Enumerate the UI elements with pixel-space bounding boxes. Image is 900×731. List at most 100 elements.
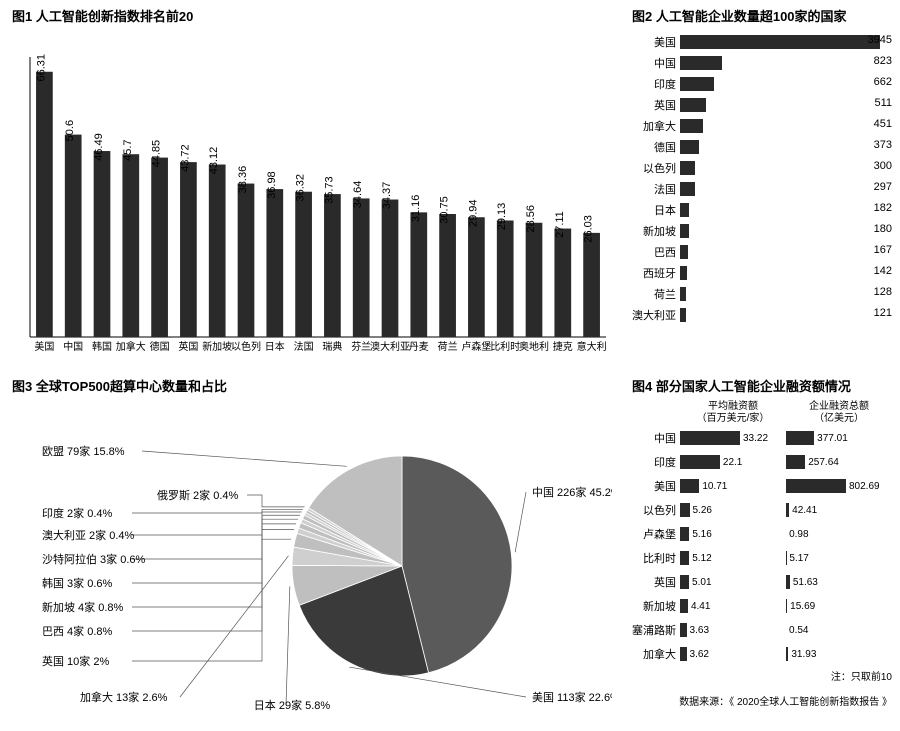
pie-label: 俄罗斯 2家 0.4%: [157, 488, 239, 502]
chart1-panel: 图1 人工智能创新指数排名前20 66.31美国50.6中国46.49韩国45.…: [0, 0, 620, 370]
chart4-avg-bar: [680, 527, 689, 541]
pie-label: 新加坡 4家 0.8%: [42, 600, 124, 614]
chart1-bar: [353, 198, 370, 337]
pie-leader: [132, 515, 300, 559]
chart1-value-label: 45.7: [122, 139, 134, 160]
chart2-value: 3945: [868, 34, 892, 46]
chart1-category-label: 捷克: [553, 340, 573, 353]
chart4-avg-bar: [680, 455, 720, 469]
chart4-total-value: 0.98: [786, 529, 808, 540]
pie-leader: [132, 539, 291, 661]
chart1-bar: [324, 194, 341, 337]
chart4-label: 新加坡: [632, 598, 680, 614]
chart2-row: 加拿大451: [632, 115, 892, 136]
pie-leader: [132, 524, 296, 607]
chart2-row: 美国3945: [632, 31, 892, 52]
chart2-bar: [680, 287, 686, 301]
chart1-category-label: 德国: [150, 340, 170, 353]
pie-leader: [286, 586, 290, 705]
chart1-bar: [65, 135, 82, 337]
chart1-category-label: 丹麦: [409, 341, 429, 353]
chart1-category-label: 中国: [63, 340, 83, 353]
pie-leader: [132, 509, 303, 513]
chart4-row: 加拿大 3.62 31.93: [632, 642, 892, 666]
chart1-category-label: 法国: [294, 340, 314, 353]
pie-leader: [132, 519, 298, 583]
chart1-value-label: 36.98: [266, 171, 278, 199]
chart2-bar: [680, 245, 688, 259]
chart1-category-label: 日本: [265, 340, 285, 353]
chart1-value-label: 35.73: [323, 176, 335, 204]
chart1-bar: [238, 184, 255, 337]
chart4-avg-value: 3.63: [687, 625, 709, 636]
chart2-label: 西班牙: [632, 265, 680, 281]
chart2-label: 以色列: [632, 160, 680, 176]
chart4-avg-bar: [680, 503, 690, 517]
chart4-label: 塞浦路斯: [632, 622, 680, 638]
pie-leader: [515, 492, 526, 552]
chart2-bar: [680, 98, 706, 112]
chart1-bar: [497, 220, 514, 337]
chart4-row: 塞浦路斯3.630.54: [632, 618, 892, 642]
chart1-category-label: 荷兰: [438, 340, 458, 353]
chart1-category-label: 加拿大: [116, 340, 146, 353]
chart1-category-label: 美国: [34, 340, 54, 353]
chart1-category-label: 卢森堡: [461, 340, 491, 353]
chart2-row: 印度662: [632, 73, 892, 94]
chart3-panel: 图3 全球TOP500超算中心数量和占比 中国 226家 45.2%美国 113…: [0, 370, 620, 731]
chart4-total-value: 31.93: [788, 649, 816, 660]
chart2-bar: [680, 224, 689, 238]
chart4-label: 加拿大: [632, 646, 680, 662]
chart2-label: 加拿大: [632, 118, 680, 134]
chart2-row: 巴西167: [632, 241, 892, 262]
pie-label: 欧盟 79家 15.8%: [42, 444, 125, 458]
chart4-avg-bar: [680, 431, 740, 445]
chart1-category-label: 瑞典: [322, 340, 342, 353]
chart4-avg-value: 33.22: [740, 433, 768, 444]
chart2-bar: [680, 161, 695, 175]
chart4-header-avg: 平均融资额 （百万美元/家）: [680, 401, 786, 424]
chart1-category-label: 英国: [178, 340, 198, 353]
chart1-value-label: 29.13: [496, 203, 508, 231]
pie-label: 日本 29家 5.8%: [254, 698, 331, 712]
chart2-row: 日本182: [632, 199, 892, 220]
chart4-label: 美国: [632, 478, 680, 494]
pie-label: 美国 113家 22.6%: [532, 690, 612, 704]
chart1-value-label: 46.49: [93, 133, 105, 161]
chart1-category-label: 芬兰: [351, 340, 371, 353]
chart2-row: 澳大利亚121: [632, 304, 892, 325]
chart1-bar: [122, 154, 139, 337]
chart4-title: 图4 部分国家人工智能企业融资额情况: [632, 376, 892, 395]
pie-label: 沙特阿拉伯 3家 0.6%: [42, 552, 146, 566]
chart1-value-label: 28.56: [525, 205, 537, 233]
chart1-bar: [295, 192, 312, 337]
chart4-avg-value: 5.12: [689, 553, 711, 564]
chart4-row: 比利时5.125.17: [632, 546, 892, 570]
chart2-row: 中国823: [632, 52, 892, 73]
chart1-bar: [583, 233, 600, 337]
pie-label: 巴西 4家 0.8%: [42, 624, 113, 638]
chart4-total-bar: [786, 431, 814, 445]
chart2-label: 法国: [632, 181, 680, 197]
chart1-bar: [410, 212, 427, 337]
chart1-bar: [468, 217, 485, 337]
chart2-label: 澳大利亚: [632, 307, 680, 323]
chart4-total-value: 42.41: [789, 505, 817, 516]
chart2-value: 511: [874, 97, 892, 109]
chart1-value-label: 34.37: [381, 182, 393, 210]
chart2-row: 英国511: [632, 94, 892, 115]
chart4-row: 中国33.22377.01: [632, 426, 892, 450]
chart2-bar: [680, 203, 689, 217]
chart2-value: 373: [874, 139, 892, 151]
chart4-avg-bar: [680, 599, 688, 613]
chart2-value: 180: [874, 223, 892, 235]
chart1-bar: [151, 158, 168, 337]
chart2-row: 荷兰128: [632, 283, 892, 304]
chart2-value: 128: [874, 286, 892, 298]
chart2-label: 德国: [632, 139, 680, 155]
chart2-value: 300: [874, 160, 892, 172]
chart1-value-label: 29.94: [467, 199, 479, 227]
chart4-avg-value: 10.71: [699, 481, 727, 492]
chart2-bar: [680, 56, 722, 70]
chart4-avg-value: 3.62: [687, 649, 709, 660]
